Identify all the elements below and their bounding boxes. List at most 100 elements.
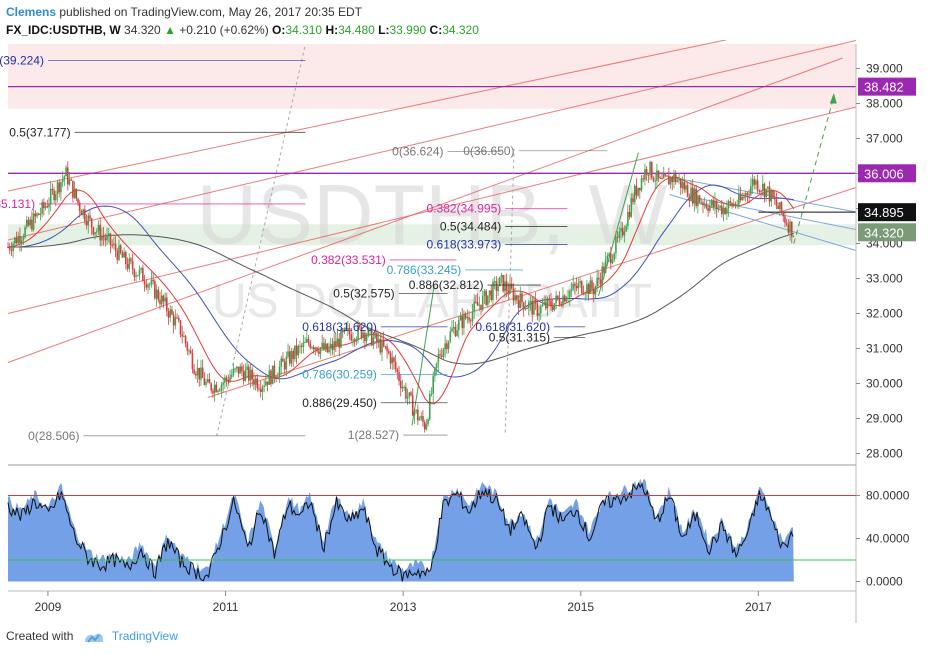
candle-down bbox=[702, 202, 704, 206]
symbol-label[interactable]: FX_IDC:USDTHB, W bbox=[6, 23, 121, 37]
candle-down bbox=[7, 247, 9, 248]
candle-up bbox=[14, 237, 16, 244]
candle-up bbox=[565, 298, 568, 302]
candle-down bbox=[89, 215, 91, 219]
candle-down bbox=[358, 324, 361, 328]
candle-down bbox=[639, 187, 641, 191]
candle-down bbox=[724, 207, 726, 214]
candle-up bbox=[481, 295, 484, 310]
candle-up bbox=[29, 219, 31, 226]
candle-down bbox=[386, 346, 388, 352]
time-tick-label: 2013 bbox=[390, 600, 417, 614]
candle-down bbox=[75, 188, 78, 199]
candle-up bbox=[381, 339, 383, 353]
candle-down bbox=[628, 211, 631, 217]
candle-down bbox=[734, 203, 737, 206]
candle-down bbox=[691, 187, 694, 204]
candle-down bbox=[782, 212, 785, 217]
candle-up bbox=[504, 281, 506, 292]
candle-down bbox=[545, 302, 547, 309]
candle-up bbox=[183, 336, 185, 338]
candle-down bbox=[331, 343, 334, 350]
candle-up bbox=[249, 369, 252, 381]
rsi-tick-label: 40.0000 bbox=[866, 532, 910, 546]
candle-up bbox=[236, 366, 238, 369]
candle-up bbox=[497, 286, 499, 292]
candle-down bbox=[360, 327, 363, 338]
candle-up bbox=[750, 186, 752, 195]
price-tick-label: 39.000 bbox=[866, 62, 903, 76]
candle-down bbox=[181, 334, 183, 337]
candle-down bbox=[84, 209, 86, 221]
channel-line bbox=[7, 40, 728, 192]
candle-up bbox=[493, 281, 496, 283]
candle-down bbox=[184, 336, 187, 344]
candle-up bbox=[623, 231, 626, 236]
fib-extension-guide bbox=[216, 43, 306, 437]
candle-up bbox=[362, 332, 364, 338]
candle-up bbox=[324, 343, 327, 350]
candle-down bbox=[787, 224, 790, 233]
fib-level-label: 0.382(34.995) bbox=[427, 202, 502, 216]
price-level-badge bbox=[858, 223, 916, 242]
candle-up bbox=[65, 167, 67, 177]
price-tick-label: 31.000 bbox=[866, 342, 903, 356]
candle-down bbox=[133, 269, 136, 277]
candle-down bbox=[119, 245, 122, 253]
candle-up bbox=[20, 240, 23, 244]
candle-down bbox=[376, 333, 378, 342]
candle-up bbox=[700, 202, 703, 204]
candle-up bbox=[60, 182, 62, 193]
candle-up bbox=[428, 394, 431, 420]
fib-level-label: 0.886(32.812) bbox=[409, 278, 484, 292]
candle-up bbox=[703, 203, 706, 206]
candle-down bbox=[348, 327, 351, 335]
candle-up bbox=[48, 203, 50, 208]
candle-down bbox=[126, 264, 129, 269]
candle-down bbox=[440, 355, 443, 357]
candle-down bbox=[748, 194, 750, 196]
candle-up bbox=[613, 253, 616, 260]
candle-down bbox=[312, 347, 315, 350]
candle-down bbox=[326, 343, 329, 353]
candle-down bbox=[756, 180, 759, 191]
candle-down bbox=[512, 288, 515, 301]
candle-up bbox=[73, 188, 76, 198]
candle-down bbox=[323, 342, 325, 350]
price-tick-label: 30.000 bbox=[866, 377, 903, 391]
tradingview-brand[interactable]: TradingView bbox=[111, 629, 178, 643]
close-label: C: bbox=[429, 23, 443, 37]
candle-up bbox=[615, 236, 617, 254]
candle-down bbox=[405, 387, 407, 399]
candle-up bbox=[374, 333, 376, 338]
candle-down bbox=[338, 338, 341, 348]
candle-down bbox=[635, 185, 638, 196]
candle-down bbox=[72, 180, 74, 198]
candle-up bbox=[627, 211, 629, 227]
time-tick-label: 2009 bbox=[35, 600, 62, 614]
candle-up bbox=[594, 286, 597, 295]
candle-down bbox=[495, 281, 498, 292]
candle-up bbox=[466, 317, 469, 319]
candle-down bbox=[237, 366, 240, 374]
last-price: 34.320 bbox=[124, 23, 161, 37]
candle-up bbox=[789, 221, 791, 233]
candle-down bbox=[251, 369, 253, 380]
candle-up bbox=[596, 277, 598, 287]
candle-up bbox=[278, 366, 281, 377]
candle-up bbox=[442, 349, 445, 357]
price-chart[interactable]: USDTHB, WUS DOLLAR / BAHT 0.618(39.224)0… bbox=[0, 40, 928, 624]
candle-down bbox=[210, 383, 213, 391]
up-arrow-icon: ▲ bbox=[164, 23, 176, 37]
candle-up bbox=[68, 179, 71, 185]
candle-up bbox=[169, 309, 172, 318]
author-name[interactable]: Clemens bbox=[6, 5, 57, 19]
candle-up bbox=[138, 269, 141, 276]
channel-line bbox=[207, 187, 857, 398]
candle-up bbox=[539, 305, 542, 314]
candle-up bbox=[229, 377, 231, 383]
candle-down bbox=[198, 367, 201, 380]
candle-up bbox=[365, 336, 368, 342]
candle-down bbox=[695, 188, 697, 206]
rsi-tick-label: 80.0000 bbox=[866, 489, 910, 503]
